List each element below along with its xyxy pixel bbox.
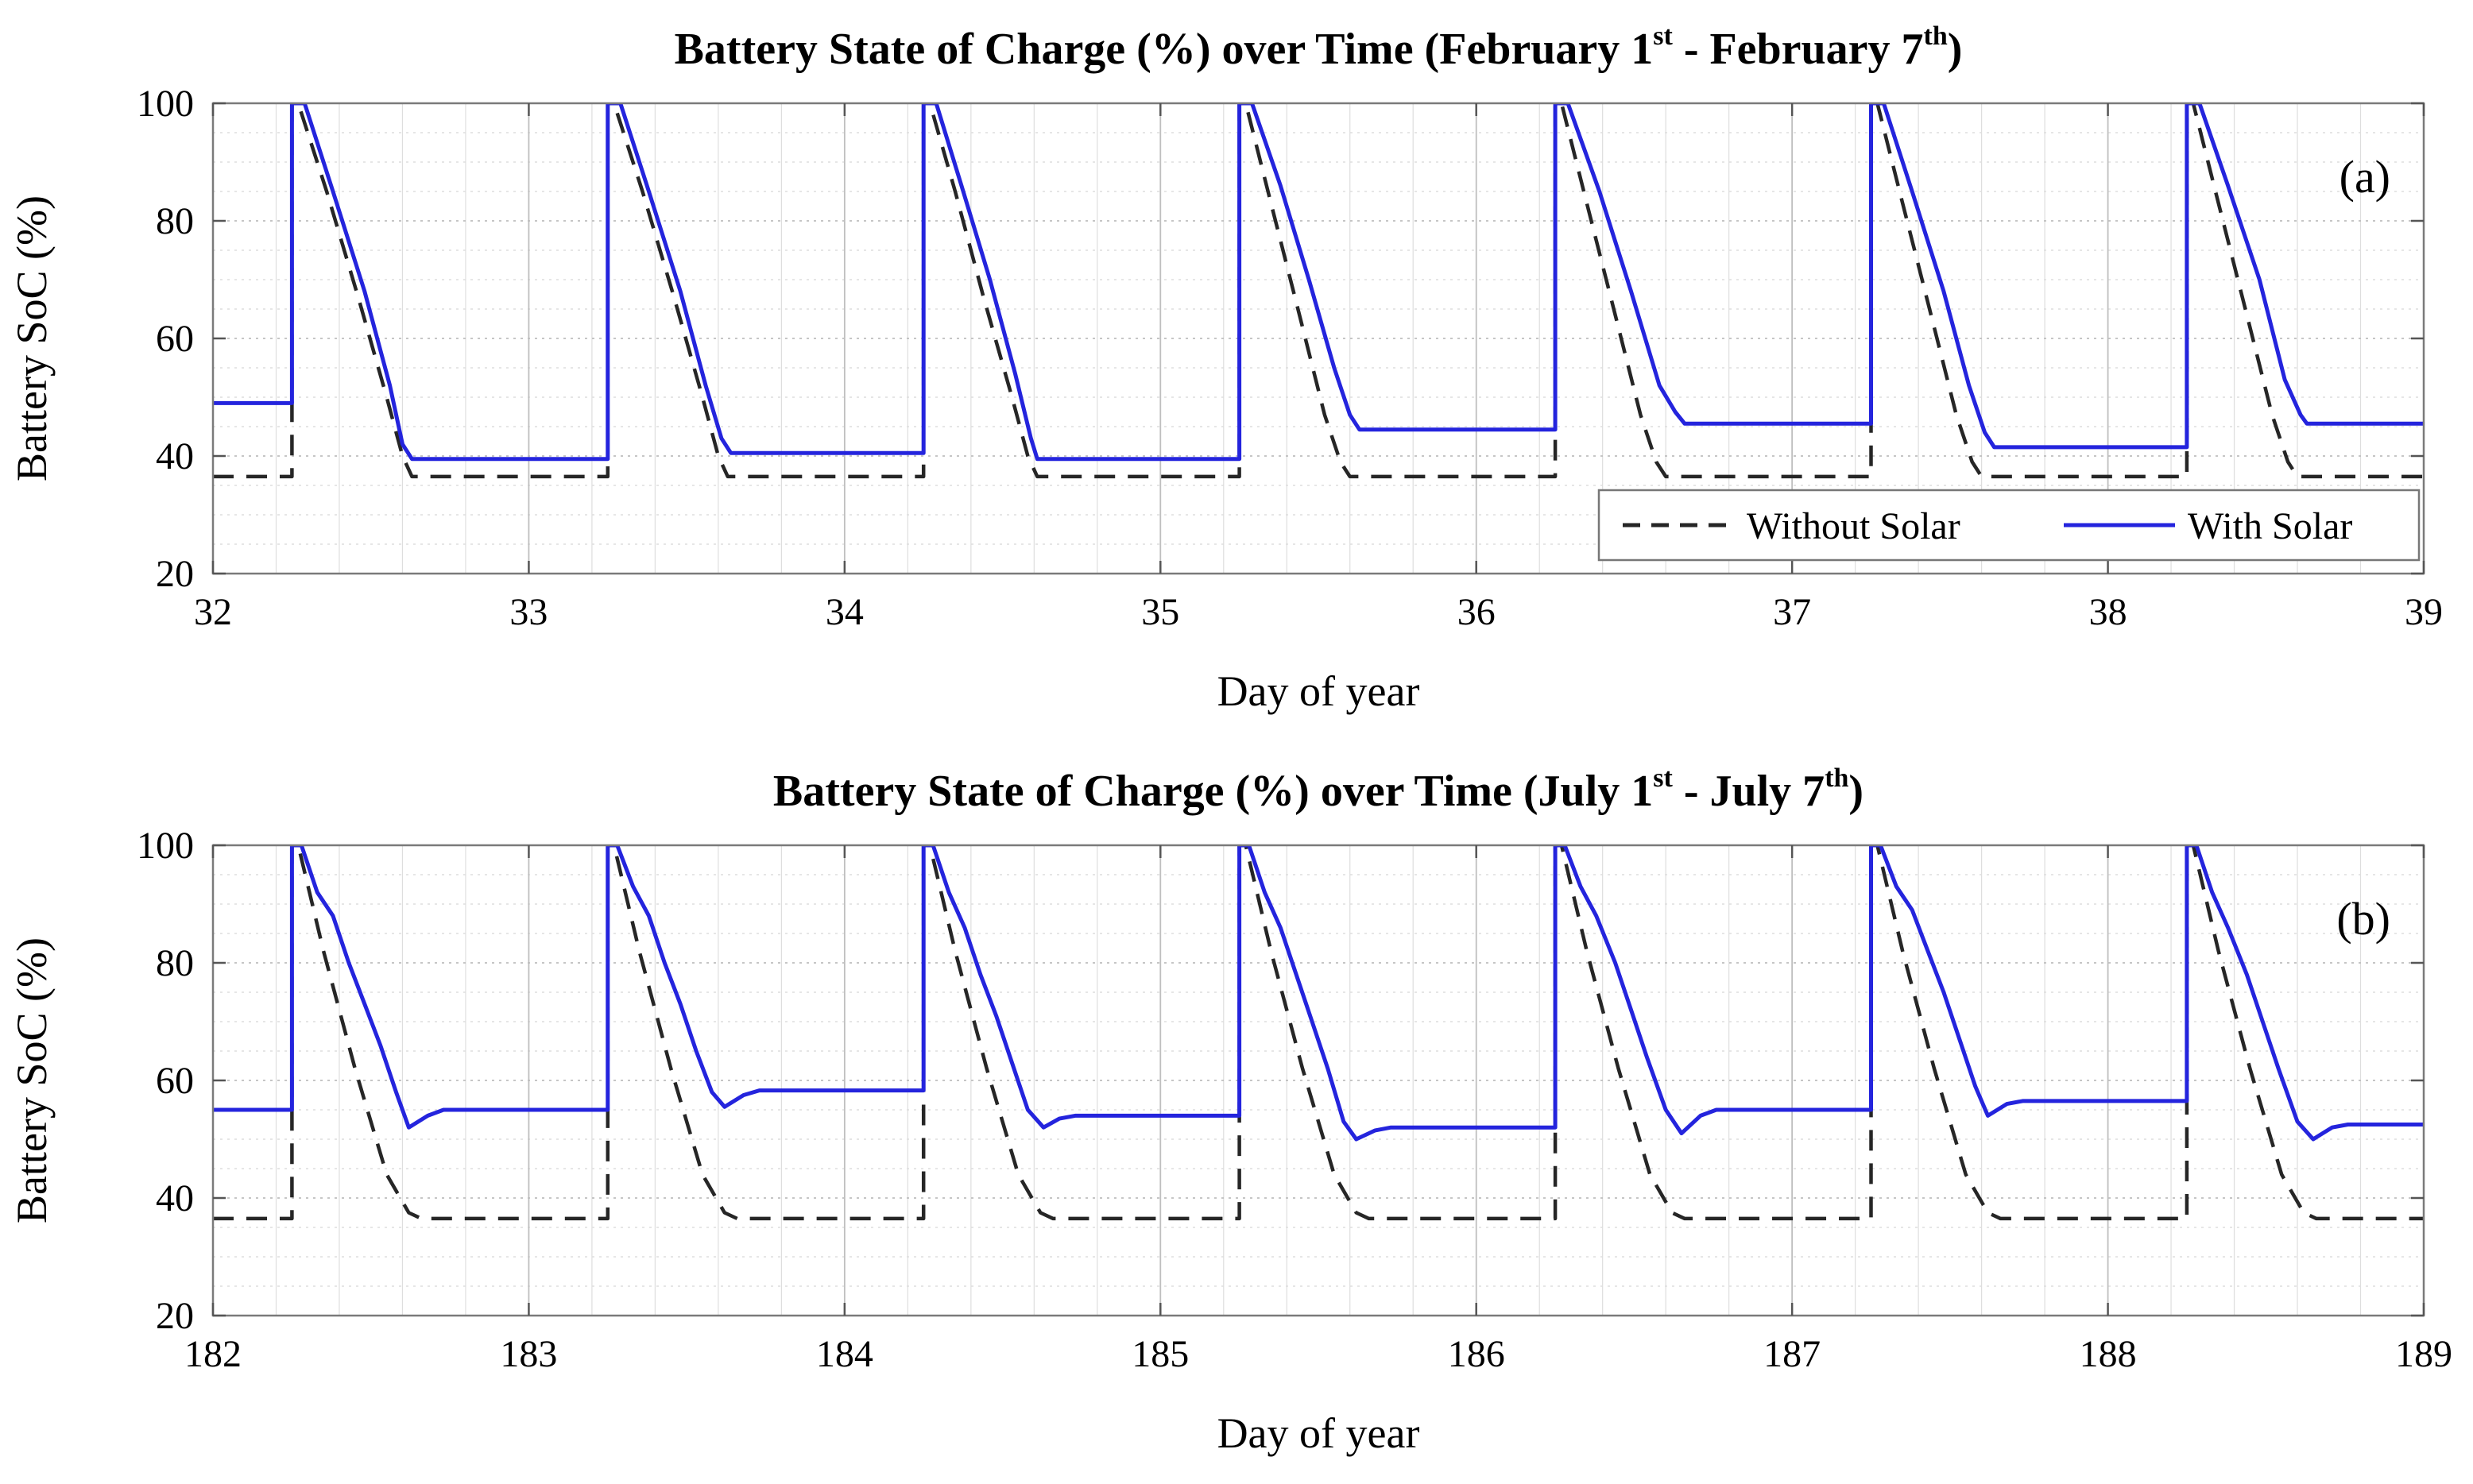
legend: Without Solar With Solar bbox=[1597, 489, 2421, 562]
x-tick-label: 182 bbox=[184, 1333, 242, 1375]
x-tick-label: 186 bbox=[1448, 1333, 1505, 1375]
y-tick-label: 20 bbox=[156, 1295, 194, 1337]
x-tick-label: 39 bbox=[2405, 591, 2443, 633]
legend-box bbox=[1597, 489, 2421, 562]
legend-label: With Solar bbox=[2188, 505, 2352, 547]
x-tick-label: 183 bbox=[500, 1333, 557, 1375]
with-solar-line bbox=[213, 103, 2424, 462]
tick-marks bbox=[211, 102, 2425, 575]
y-tick-label: 80 bbox=[156, 942, 194, 984]
y-tick-label: 20 bbox=[156, 553, 194, 595]
y-tick-label: 60 bbox=[156, 1060, 194, 1102]
panel-label: (b) bbox=[2336, 893, 2390, 945]
y-tick-label: 100 bbox=[137, 825, 194, 867]
panel-label: (a) bbox=[2339, 151, 2390, 203]
y-axis-label: Battery SoC (%) bbox=[8, 937, 56, 1223]
x-tick-label: 34 bbox=[826, 591, 864, 633]
y-tick-label: 80 bbox=[156, 200, 194, 242]
x-tick-label: 184 bbox=[816, 1333, 873, 1375]
x-tick-label: 35 bbox=[1141, 591, 1179, 633]
tick-marks bbox=[211, 844, 2425, 1317]
y-tick-label: 100 bbox=[137, 83, 194, 125]
legend-label: Without Solar bbox=[1747, 505, 1960, 547]
with-solar-line bbox=[213, 845, 2424, 1142]
x-tick-label: 38 bbox=[2089, 591, 2127, 633]
chart-title: Battery State of Charge (%) over Time (J… bbox=[773, 763, 1863, 816]
y-tick-label: 40 bbox=[156, 1177, 194, 1219]
x-tick-label: 187 bbox=[1763, 1333, 1821, 1375]
x-tick-label: 32 bbox=[194, 591, 232, 633]
x-axis-label: Day of year bbox=[1217, 667, 1420, 715]
without-solar-line bbox=[213, 103, 2424, 479]
grid bbox=[213, 845, 2424, 1316]
chart-title: Battery State of Charge (%) over Time (F… bbox=[675, 21, 1963, 74]
x-tick-label: 33 bbox=[509, 591, 548, 633]
y-tick-label: 60 bbox=[156, 318, 194, 360]
x-tick-label: 188 bbox=[2080, 1333, 2137, 1375]
subplot-a: 32 33 34 35 36 37 38 39 20 40 60 80 100 Battery State… bbox=[8, 21, 2443, 715]
axes-frame bbox=[211, 844, 2425, 1317]
x-tick-label: 37 bbox=[1773, 591, 1811, 633]
y-axis-label: Battery SoC (%) bbox=[8, 195, 56, 481]
x-tick-label: 36 bbox=[1457, 591, 1496, 633]
without-solar-line bbox=[213, 845, 2424, 1221]
y-tick-label: 40 bbox=[156, 435, 194, 477]
x-tick-label: 185 bbox=[1132, 1333, 1189, 1375]
x-tick-label: 189 bbox=[2395, 1333, 2452, 1375]
subplot-b: 182 183 184 185 186 187 188 189 20 40 60 80 100 Batte… bbox=[8, 763, 2452, 1457]
x-axis-label: Day of year bbox=[1217, 1409, 1420, 1457]
